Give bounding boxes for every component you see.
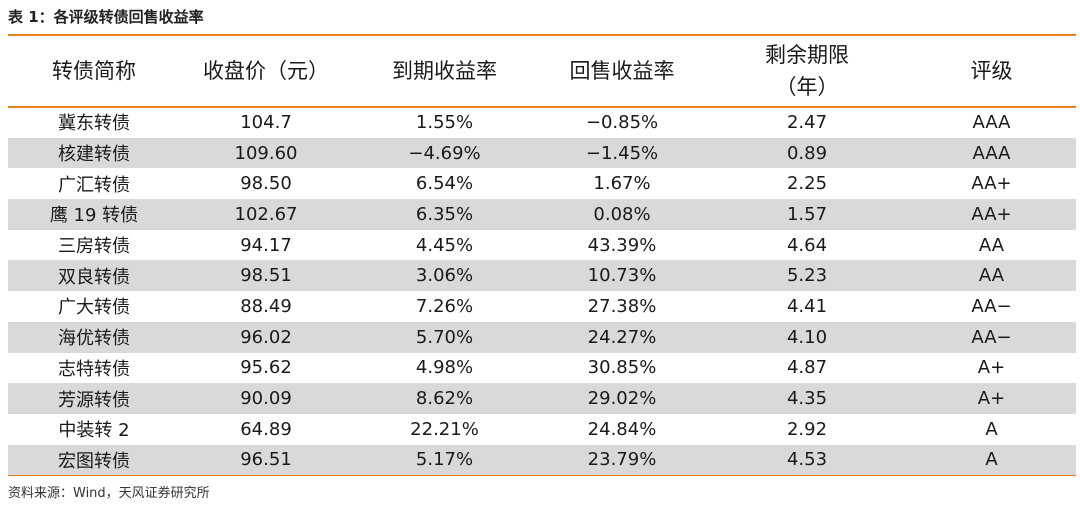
- cell-bond-name: 海优转债: [58, 328, 130, 350]
- cell-close-price: 102.67: [234, 203, 298, 225]
- cell-rating: AA+: [971, 173, 1012, 195]
- cell-ytm: 3.06%: [415, 265, 474, 287]
- cell-close-price: 96.02: [240, 326, 292, 348]
- cell-putback-yield: −1.45%: [585, 142, 659, 164]
- cell-bond-name: 中装转 2: [58, 420, 130, 442]
- table-row: 芳源转债 90.09 8.62% 29.02% 4.35 A+: [8, 383, 1076, 414]
- cell-bond-name: 广大转债: [58, 297, 130, 319]
- cell-ytm: −4.69%: [408, 142, 481, 164]
- cell-close-price: 95.62: [240, 357, 292, 379]
- bottom-rule: [8, 475, 1076, 476]
- cell-bond-name: 志特转债: [58, 358, 130, 380]
- cell-remaining-term: 4.53: [786, 449, 828, 471]
- cell-bond-name: 三房转债: [58, 236, 130, 258]
- cell-close-price: 96.51: [240, 449, 292, 471]
- header-close-price: 收盘价（元）: [203, 59, 329, 83]
- header-bond-name: 转债简称: [52, 59, 136, 83]
- cell-remaining-term: 4.87: [786, 357, 828, 379]
- cell-bond-name: 鹰 19 转债: [49, 205, 139, 227]
- cell-rating: AA: [978, 234, 1005, 256]
- cell-remaining-term: 4.35: [786, 388, 828, 410]
- cell-close-price: 98.51: [240, 265, 292, 287]
- cell-remaining-term: 2.25: [786, 173, 828, 195]
- table-row: 三房转债 94.17 4.45% 43.39% 4.64 AA: [8, 230, 1076, 261]
- table-body: 冀东转债 104.7 1.55% −0.85% 2.47 AAA 核建转债 10…: [8, 107, 1076, 476]
- cell-ytm: 7.26%: [415, 295, 474, 317]
- cell-bond-name: 宏图转债: [58, 450, 130, 472]
- cell-ytm: 5.70%: [415, 326, 474, 348]
- cell-bond-name: 芳源转债: [58, 389, 130, 411]
- cell-remaining-term: 4.10: [786, 326, 828, 348]
- cell-rating: A: [985, 418, 998, 440]
- cell-rating: A+: [977, 357, 1006, 379]
- cell-rating: AA−: [971, 326, 1012, 348]
- header-rule: [8, 106, 1076, 108]
- cell-rating: AA: [978, 265, 1005, 287]
- table-row: 广大转债 88.49 7.26% 27.38% 4.41 AA−: [8, 291, 1076, 322]
- cell-remaining-term: 4.64: [786, 234, 828, 256]
- cell-rating: AAA: [972, 111, 1011, 133]
- cell-rating: A+: [977, 388, 1006, 410]
- cell-rating: AAA: [972, 142, 1011, 164]
- table-row: 志特转债 95.62 4.98% 30.85% 4.87 A+: [8, 353, 1076, 384]
- cell-putback-yield: 30.85%: [587, 357, 657, 379]
- header-rating: 评级: [970, 59, 1013, 83]
- header-putback-yield: 回售收益率: [569, 59, 675, 83]
- cell-bond-name: 冀东转债: [58, 113, 130, 135]
- cell-ytm: 4.45%: [415, 234, 474, 256]
- cell-bond-name: 核建转债: [58, 144, 130, 166]
- cell-close-price: 98.50: [240, 173, 292, 195]
- cell-putback-yield: 10.73%: [587, 265, 657, 287]
- cell-putback-yield: 29.02%: [587, 388, 657, 410]
- header-ytm: 到期收益率: [392, 59, 497, 83]
- cell-remaining-term: 1.57: [786, 203, 828, 225]
- table-row: 中装转 2 64.89 22.21% 24.84% 2.92 A: [8, 414, 1076, 445]
- cell-bond-name: 广汇转债: [58, 174, 130, 196]
- cell-close-price: 94.17: [240, 234, 292, 256]
- cell-putback-yield: 27.38%: [587, 295, 657, 317]
- cell-ytm: 6.54%: [415, 173, 474, 195]
- cell-remaining-term: 4.41: [786, 295, 828, 317]
- cell-remaining-term: 2.92: [786, 418, 828, 440]
- cell-close-price: 90.09: [240, 388, 292, 410]
- top-rule: [8, 34, 1076, 36]
- cell-putback-yield: 43.39%: [587, 234, 657, 256]
- cell-close-price: 109.60: [234, 142, 298, 164]
- cell-ytm: 1.55%: [415, 111, 474, 133]
- cell-putback-yield: 24.27%: [587, 326, 657, 348]
- cell-ytm: 4.98%: [415, 357, 474, 379]
- table-row: 广汇转债 98.50 6.54% 1.67% 2.25 AA+: [8, 168, 1076, 199]
- table-row: 冀东转债 104.7 1.55% −0.85% 2.47 AAA: [8, 107, 1076, 138]
- cell-ytm: 6.35%: [415, 203, 474, 225]
- cell-rating: AA+: [971, 203, 1012, 225]
- source-note: 资料来源：Wind，天风证券研究所: [8, 486, 210, 501]
- cell-remaining-term: 2.47: [786, 111, 828, 133]
- cell-close-price: 104.7: [240, 111, 292, 133]
- table-row: 核建转债 109.60 −4.69% −1.45% 0.89 AAA: [8, 137, 1076, 169]
- cell-rating: AA−: [971, 295, 1012, 317]
- cell-ytm: 22.21%: [410, 418, 479, 440]
- cell-ytm: 5.17%: [415, 449, 474, 471]
- table-caption: 表 1：各评级转债回售收益率: [8, 8, 204, 26]
- table-header: 转债简称 收盘价（元） 到期收益率 回售收益率 剩余期限 （年） 评级: [8, 36, 1076, 106]
- cell-putback-yield: −0.85%: [585, 111, 659, 133]
- table-row: 鹰 19 转债 102.67 6.35% 0.08% 1.57 AA+: [8, 199, 1076, 230]
- table-row: 宏图转债 96.51 5.17% 23.79% 4.53 A: [8, 444, 1076, 476]
- table-row: 海优转债 96.02 5.70% 24.27% 4.10 AA−: [8, 321, 1076, 353]
- cell-putback-yield: 24.84%: [587, 418, 657, 440]
- cell-putback-yield: 1.67%: [593, 173, 651, 195]
- cell-ytm: 8.62%: [415, 388, 474, 410]
- cell-close-price: 88.49: [240, 295, 292, 317]
- cell-remaining-term: 0.89: [786, 142, 828, 164]
- table-row: 双良转债 98.51 3.06% 10.73% 5.23 AA: [8, 260, 1076, 292]
- cell-rating: A: [985, 449, 998, 471]
- cell-close-price: 64.89: [240, 418, 292, 440]
- header-remaining-term: 剩余期限 （年）: [765, 43, 849, 99]
- cell-remaining-term: 5.23: [786, 265, 828, 287]
- cell-putback-yield: 23.79%: [587, 449, 657, 471]
- cell-bond-name: 双良转债: [58, 266, 130, 288]
- cell-putback-yield: 0.08%: [593, 203, 651, 225]
